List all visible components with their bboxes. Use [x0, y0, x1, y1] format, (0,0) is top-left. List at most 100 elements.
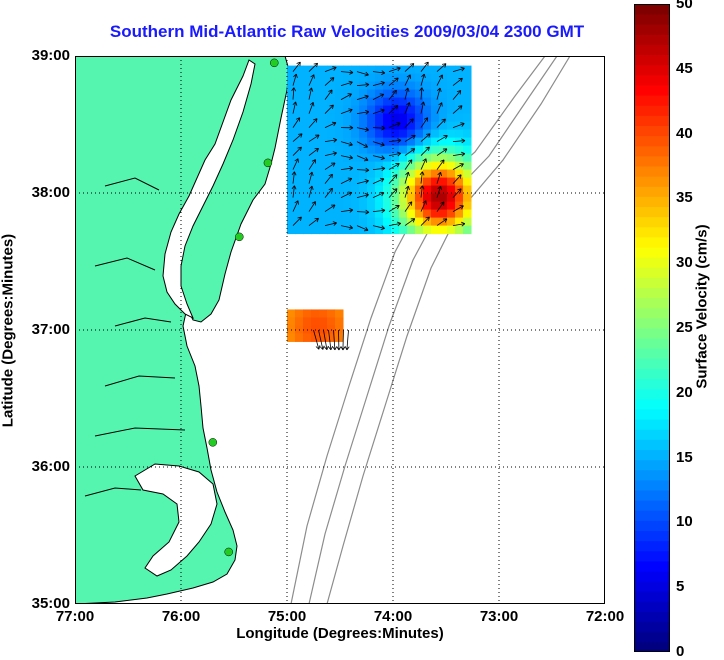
velocity-cell	[367, 122, 376, 131]
velocity-cell	[415, 138, 424, 147]
velocity-cell	[447, 202, 456, 211]
velocity-cell	[423, 194, 432, 203]
velocity-cell	[463, 218, 472, 227]
velocity-cell	[463, 82, 472, 91]
velocity-cell	[383, 90, 392, 99]
velocity-map[interactable]	[75, 56, 605, 604]
velocity-cell	[335, 317, 344, 326]
velocity-cell	[391, 106, 400, 115]
velocity-cell	[383, 226, 392, 235]
velocity-cell	[415, 162, 424, 171]
velocity-cell	[311, 106, 320, 115]
velocity-cell	[343, 130, 352, 139]
velocity-cell	[399, 66, 408, 75]
velocity-cell	[399, 226, 408, 235]
velocity-cell	[463, 210, 472, 219]
velocity-cell	[431, 130, 440, 139]
velocity-cell	[423, 90, 432, 99]
colorbar-segment	[634, 166, 670, 177]
colorbar-tick-label: 0	[676, 643, 684, 660]
velocity-cell	[303, 114, 312, 123]
velocity-cell	[287, 210, 296, 219]
velocity-cell	[399, 138, 408, 147]
colorbar-tick-label: 40	[676, 125, 693, 142]
velocity-cell	[327, 170, 336, 179]
velocity-cell	[383, 114, 392, 123]
velocity-cell	[327, 146, 336, 155]
velocity-cell	[295, 106, 304, 115]
velocity-cell	[311, 138, 320, 147]
velocity-cell	[295, 194, 304, 203]
velocity-cell	[455, 178, 464, 187]
velocity-cell	[439, 226, 448, 235]
colorbar-segment	[634, 520, 670, 531]
x-axis-label: Longitude (Degrees:Minutes)	[190, 625, 490, 642]
velocity-cell	[295, 210, 304, 219]
velocity-cell	[439, 66, 448, 75]
colorbar-segment	[634, 510, 670, 521]
colorbar-segment	[634, 186, 670, 197]
velocity-cell	[415, 146, 424, 155]
velocity-cell	[367, 162, 376, 171]
velocity-cell	[327, 130, 336, 139]
colorbar-segment	[634, 409, 670, 420]
velocity-cell	[367, 82, 376, 91]
radar-site-marker	[264, 159, 272, 167]
colorbar-segment	[634, 65, 670, 76]
velocity-cell	[303, 138, 312, 147]
colorbar-segment	[634, 95, 670, 106]
velocity-cell	[375, 114, 384, 123]
velocity-cell	[431, 138, 440, 147]
y-tick-label: 36:00	[20, 458, 70, 475]
velocity-cell	[455, 226, 464, 235]
velocity-cell	[335, 82, 344, 91]
colorbar-segment	[634, 531, 670, 542]
velocity-cell	[359, 114, 368, 123]
velocity-cell	[431, 226, 440, 235]
velocity-cell	[431, 74, 440, 83]
velocity-cell	[455, 98, 464, 107]
velocity-cell	[287, 90, 296, 99]
velocity-cell	[351, 130, 360, 139]
velocity-cell	[311, 66, 320, 75]
colorbar-segment	[634, 419, 670, 430]
velocity-cell	[319, 170, 328, 179]
x-tick-label: 76:00	[159, 608, 203, 625]
velocity-cell	[407, 122, 416, 131]
velocity-cell	[391, 98, 400, 107]
velocity-cell	[431, 146, 440, 155]
colorbar-segment	[634, 34, 670, 45]
colorbar-segment	[634, 247, 670, 258]
velocity-cell	[359, 170, 368, 179]
colorbar-segment	[634, 207, 670, 218]
velocity-cell	[287, 146, 296, 155]
velocity-cell	[463, 74, 472, 83]
velocity-cell	[295, 90, 304, 99]
velocity-cell	[335, 162, 344, 171]
velocity-cell	[415, 98, 424, 107]
colorbar-segment	[634, 358, 670, 369]
velocity-cell	[351, 122, 360, 131]
velocity-cell	[463, 202, 472, 211]
velocity-cell	[431, 162, 440, 171]
velocity-cell	[335, 210, 344, 219]
velocity-cell	[319, 146, 328, 155]
velocity-cell	[327, 317, 336, 326]
colorbar-tick-label: 30	[676, 254, 693, 271]
colorbar-segment	[634, 429, 670, 440]
velocity-cell	[439, 90, 448, 99]
colorbar-segment	[634, 85, 670, 96]
velocity-cell	[303, 74, 312, 83]
colorbar-segment	[634, 288, 670, 299]
velocity-cell	[375, 130, 384, 139]
velocity-cell	[367, 66, 376, 75]
velocity-cell	[287, 333, 296, 342]
velocity-cell	[447, 218, 456, 227]
velocity-cell	[447, 226, 456, 235]
colorbar-segment	[634, 490, 670, 501]
velocity-cell	[415, 178, 424, 187]
velocity-cell	[415, 194, 424, 203]
colorbar-segment	[634, 257, 670, 268]
velocity-cell	[383, 218, 392, 227]
velocity-cell	[407, 74, 416, 83]
